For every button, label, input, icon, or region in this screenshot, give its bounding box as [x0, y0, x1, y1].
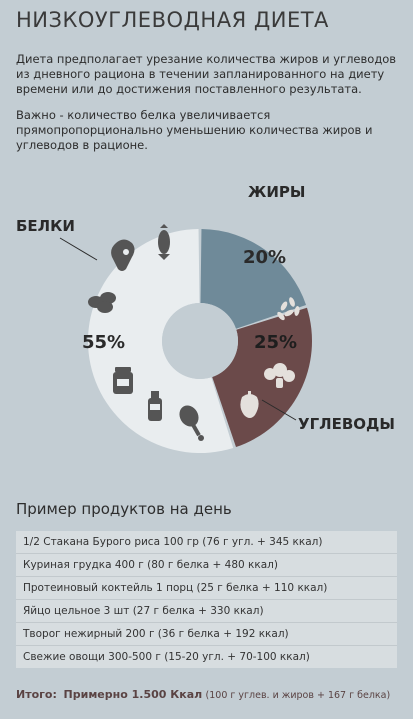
broccoli-icon	[264, 363, 295, 388]
total-main: Примерно 1.500 Ккал	[63, 688, 203, 701]
product-row: Протеиновый коктейль 1 порц (25 г белка …	[16, 577, 397, 600]
product-row: Свежие овощи 300-500 г (15-20 угл. + 70-…	[23, 651, 310, 663]
product-row: Яйцо цельное 3 шт (27 г белка + 330 ккал…	[16, 600, 397, 623]
fat-percent-label: 20%	[243, 247, 286, 268]
page-title: НИЗКОУГЛЕВОДНАЯ ДИЕТА	[16, 8, 329, 32]
fat-label: ЖИРЫ	[248, 183, 305, 201]
carbs-leader-line	[261, 399, 297, 421]
pepper-icon	[240, 391, 259, 418]
products-table: 1/2 Стакана Бурого риса 100 гр (76 г угл…	[16, 531, 397, 668]
chicken-leg-icon	[179, 405, 204, 441]
meat-icon	[111, 239, 135, 271]
note-text: Важно - количество белка увеличивается п…	[16, 108, 373, 152]
protein-slice	[87, 229, 234, 453]
intro-text: Диета предполагает урезание количества ж…	[16, 52, 397, 96]
milk-bottle-icon	[148, 391, 162, 421]
product-row: Куриная грудка 400 г (80 г белка + 480 к…	[16, 554, 397, 577]
fish-icon	[158, 224, 170, 260]
product-row: Творог нежирный 200 г (36 г белка + 192 …	[16, 623, 397, 646]
products-heading: Пример продуктов на день	[16, 500, 232, 518]
jar-icon	[113, 367, 133, 394]
carbs-percent-label: 25%	[254, 332, 297, 353]
protein-label: БЕЛКИ	[16, 217, 75, 235]
total-line: Итого: Примерно 1.500 Ккал (100 г углев.…	[16, 688, 411, 701]
protein-leader-line	[59, 237, 98, 261]
total-detail: (100 г углев. и жиров + 167 г белка)	[205, 690, 391, 701]
fat-slice	[200, 229, 307, 329]
product-row: 1/2 Стакана Бурого риса 100 гр (76 г угл…	[16, 531, 397, 554]
macro-donut-chart: 20% 25% 55% ЖИРЫ УГЛЕВОДЫ БЕЛКИ	[16, 183, 395, 453]
carbs-label: УГЛЕВОДЫ	[298, 415, 395, 433]
eggs-icon	[88, 292, 116, 313]
donut-hole	[162, 303, 238, 379]
total-label: Итого:	[16, 688, 57, 701]
rice-icon	[277, 297, 300, 321]
protein-percent-label: 55%	[82, 332, 125, 353]
carbs-slice	[212, 307, 312, 448]
